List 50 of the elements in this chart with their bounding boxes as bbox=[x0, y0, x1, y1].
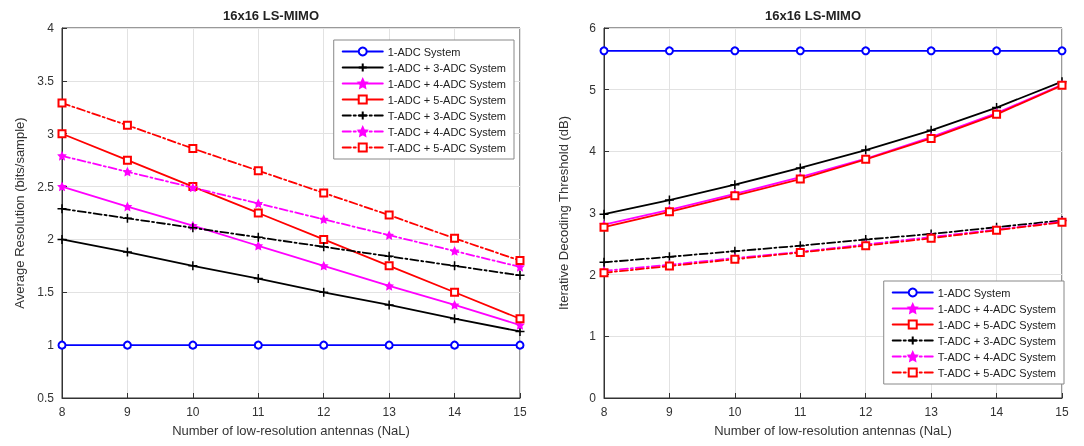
x-tick-label: 9 bbox=[124, 405, 132, 419]
chart-title: 16x16 LS-MIMO bbox=[764, 8, 862, 23]
legend-label: T-ADC + 3-ADC System bbox=[387, 109, 506, 122]
x-tick-label: 14 bbox=[989, 405, 1004, 419]
x-tick-label: 13 bbox=[924, 405, 939, 419]
legend-label: T-ADC + 4-ADC System bbox=[937, 350, 1056, 363]
chart-title: 16x16 LS-MIMO bbox=[222, 8, 320, 23]
y-axis-title: Iterative Decoding Threshold (dB) bbox=[556, 115, 571, 311]
y-tick-label: 1.5 bbox=[37, 285, 55, 300]
x-tick-label: 12 bbox=[859, 405, 873, 419]
y-tick-label: 3 bbox=[589, 206, 597, 220]
x-tick-label: 11 bbox=[794, 405, 807, 419]
x-tick-label: 9 bbox=[666, 405, 674, 419]
x-tick-label: 10 bbox=[186, 405, 200, 419]
legend-label: T-ADC + 4-ADC System bbox=[387, 125, 506, 138]
legend-label: 1-ADC + 4-ADC System bbox=[937, 302, 1056, 315]
x-tick-label: 15 bbox=[513, 405, 527, 419]
x-tick-label: 15 bbox=[1055, 405, 1069, 419]
y-tick-label: 3 bbox=[47, 126, 55, 141]
y-tick-label: 1 bbox=[47, 338, 55, 353]
legend-label: 1-ADC System bbox=[387, 45, 461, 58]
x-tick-label: 8 bbox=[58, 405, 66, 419]
y-tick-label: 1 bbox=[589, 329, 597, 344]
x-tick-label: 13 bbox=[382, 405, 397, 419]
legend-label: 1-ADC + 4-ADC System bbox=[387, 77, 506, 90]
x-tick-label: 14 bbox=[447, 405, 462, 419]
x-tick-label: 8 bbox=[600, 405, 608, 419]
legend-label: 1-ADC + 3-ADC System bbox=[387, 61, 506, 74]
x-axis-title: Number of low-resolution antennas (NaL) bbox=[714, 423, 952, 438]
y-tick-label: 0 bbox=[589, 391, 597, 405]
legend-label: 1-ADC System bbox=[937, 286, 1011, 299]
y-tick-label: 4 bbox=[589, 144, 597, 159]
legend-label: T-ADC + 3-ADC System bbox=[937, 334, 1056, 347]
y-tick-label: 3.5 bbox=[37, 73, 55, 88]
y-tick-label: 2 bbox=[589, 267, 597, 282]
y-tick-label: 4 bbox=[47, 21, 55, 35]
legend-label: 1-ADC + 5-ADC System bbox=[937, 318, 1056, 331]
y-tick-label: 5 bbox=[589, 82, 597, 97]
x-tick-label: 11 bbox=[252, 405, 265, 419]
x-tick-label: 12 bbox=[317, 405, 331, 419]
y-tick-label: 0.5 bbox=[37, 391, 55, 405]
x-axis-title: Number of low-resolution antennas (NaL) bbox=[172, 423, 410, 438]
legend-label: T-ADC + 5-ADC System bbox=[387, 141, 506, 154]
y-tick-label: 6 bbox=[589, 21, 597, 35]
x-tick-label: 10 bbox=[728, 405, 742, 419]
y-tick-label: 2.5 bbox=[37, 179, 55, 194]
y-axis-title: Average Resolution (bits/sample) bbox=[12, 117, 28, 309]
legend-label: T-ADC + 5-ADC System bbox=[937, 366, 1056, 379]
legend-label: 1-ADC + 5-ADC System bbox=[387, 93, 506, 106]
y-tick-label: 2 bbox=[47, 232, 55, 247]
